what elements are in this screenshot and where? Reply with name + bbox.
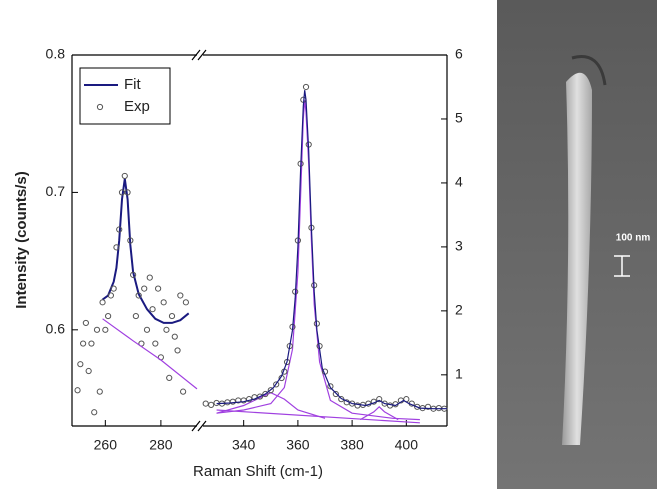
legend-label: Fit <box>124 76 141 93</box>
data-point <box>132 312 139 320</box>
x-axis-label: Raman Shift (cm-1) <box>193 463 323 480</box>
data-point <box>135 292 142 299</box>
data-point <box>202 400 209 407</box>
x-tick-label: 380 <box>340 437 364 453</box>
x-tick-label: 400 <box>395 437 419 453</box>
data-point <box>163 326 170 333</box>
data-point <box>77 361 84 368</box>
data-point <box>85 367 92 375</box>
series-line <box>216 99 420 421</box>
data-point <box>141 285 148 292</box>
x-tick-label: 260 <box>94 437 118 453</box>
data-point <box>180 388 187 395</box>
data-point <box>149 306 156 313</box>
data-point <box>116 226 123 233</box>
data-point <box>302 83 310 91</box>
y2-tick-label: 2 <box>455 302 463 318</box>
data-point <box>127 237 134 244</box>
data-point <box>93 326 101 333</box>
series-line <box>216 90 447 410</box>
data-point <box>273 381 280 388</box>
data-point <box>99 299 106 306</box>
series-line <box>359 405 399 421</box>
data-point <box>96 388 103 395</box>
data-point <box>80 340 87 347</box>
data-point <box>88 340 95 347</box>
axis-break <box>191 49 207 432</box>
y2-tick-label: 6 <box>455 46 463 62</box>
y-tick-label: 0.7 <box>46 183 66 199</box>
data-point <box>267 387 274 394</box>
wire-shadow <box>571 55 607 86</box>
data-point <box>160 299 167 306</box>
data-point <box>113 244 120 251</box>
data-point <box>224 399 231 406</box>
x-tick-label: 340 <box>232 437 256 453</box>
data-point <box>327 383 334 390</box>
data-point <box>166 374 173 382</box>
x-tick-label: 360 <box>286 437 310 453</box>
data-point <box>256 393 264 400</box>
nanowire <box>562 72 592 445</box>
legend-label: Exp <box>124 98 150 115</box>
data-point <box>74 387 81 394</box>
data-point <box>376 396 383 403</box>
sem-image: 100 nm <box>497 0 657 489</box>
data-point <box>105 312 112 320</box>
legend-box <box>79 67 171 125</box>
data-point <box>146 274 153 281</box>
data-point <box>332 390 339 398</box>
data-point <box>155 285 162 292</box>
data-point <box>91 409 98 416</box>
series-line <box>102 178 190 324</box>
legend-marker <box>96 103 104 111</box>
data-point <box>124 189 131 196</box>
scale-label: 100 nm <box>616 233 651 244</box>
y-axis-label: Intensity (counts/s) <box>13 171 30 309</box>
y-tick-label: 0.8 <box>46 46 66 62</box>
data-point <box>435 404 442 412</box>
y2-tick-label: 5 <box>455 110 463 126</box>
scale-bar <box>614 255 630 277</box>
data-point <box>182 299 189 306</box>
data-point <box>143 326 151 333</box>
data-point <box>130 271 137 278</box>
data-point <box>152 340 159 347</box>
data-point <box>107 292 114 299</box>
data-point <box>82 319 89 327</box>
y-tick-label: 0.6 <box>46 321 66 337</box>
data-point <box>262 390 269 398</box>
data-point <box>121 172 128 180</box>
y2-tick-label: 4 <box>455 174 463 190</box>
data-point <box>424 403 432 410</box>
data-point <box>110 285 117 292</box>
data-point <box>168 312 176 320</box>
y2-tick-label: 1 <box>455 366 463 382</box>
data-point <box>208 401 215 408</box>
data-point <box>245 396 253 403</box>
series-line <box>216 392 326 419</box>
data-point <box>174 347 181 354</box>
series-line <box>102 318 198 390</box>
y2-tick-label: 3 <box>455 238 463 254</box>
data-point <box>177 292 184 299</box>
data-point <box>102 326 109 333</box>
x-tick-label: 280 <box>149 437 173 453</box>
data-point <box>171 333 178 340</box>
